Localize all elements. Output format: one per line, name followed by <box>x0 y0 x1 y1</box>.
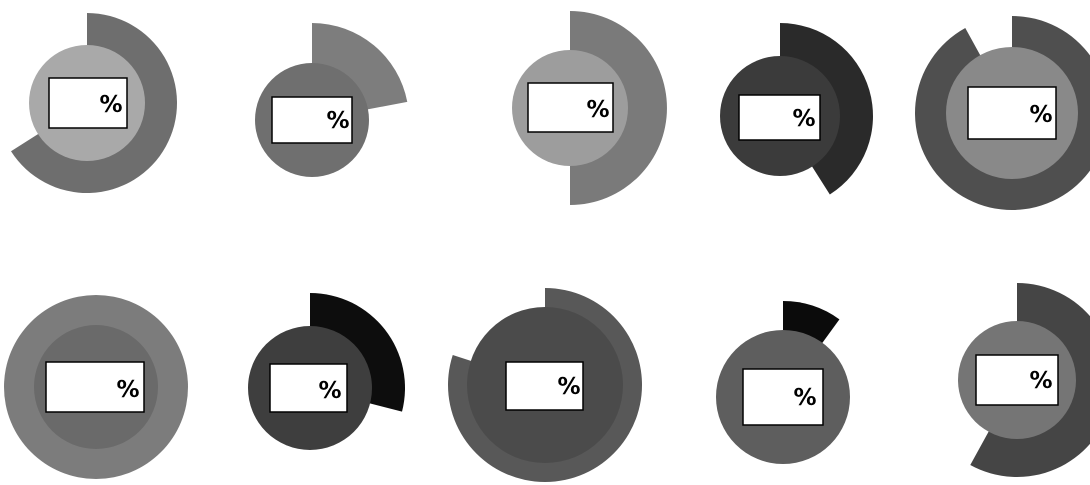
gauge-8-percent-label: % <box>557 374 580 400</box>
gauge-2-label-box <box>271 96 353 144</box>
gauge-7-percent-label: % <box>318 378 341 404</box>
gauge-4: % <box>720 23 873 195</box>
gauge-4-percent-label: % <box>792 106 815 132</box>
gauge-8-label-box <box>505 361 584 411</box>
gauge-7: % <box>248 293 406 450</box>
gauge-3-percent-label: % <box>586 97 609 123</box>
gauge-9-percent-label: % <box>793 385 816 411</box>
gauge-10-percent-label: % <box>1029 368 1052 394</box>
gauge-4-label-box <box>738 94 821 141</box>
gauge-3-label-box <box>527 82 614 133</box>
gauge-1-label-box <box>48 77 128 129</box>
gauge-6: % <box>4 295 188 479</box>
gauge-10-label-box <box>975 354 1059 406</box>
gauge-2: % <box>255 23 408 177</box>
gauge-1-percent-label: % <box>99 92 122 118</box>
gauge-7-label-box <box>269 363 348 413</box>
gauge-6-label-box <box>45 361 145 413</box>
gauge-9-label-box <box>742 368 824 426</box>
gauge-5-label-box <box>967 86 1057 140</box>
gauge-3: % <box>512 11 667 205</box>
gauge-1: % <box>11 13 178 193</box>
gauge-8: % <box>448 288 643 482</box>
gauge-6-percent-label: % <box>116 377 139 403</box>
gauge-10: % <box>958 283 1090 477</box>
gauge-5: % <box>915 16 1090 210</box>
gauge-2-percent-label: % <box>326 108 349 134</box>
gauge-9: % <box>716 301 850 464</box>
gauge-5-percent-label: % <box>1029 102 1052 128</box>
